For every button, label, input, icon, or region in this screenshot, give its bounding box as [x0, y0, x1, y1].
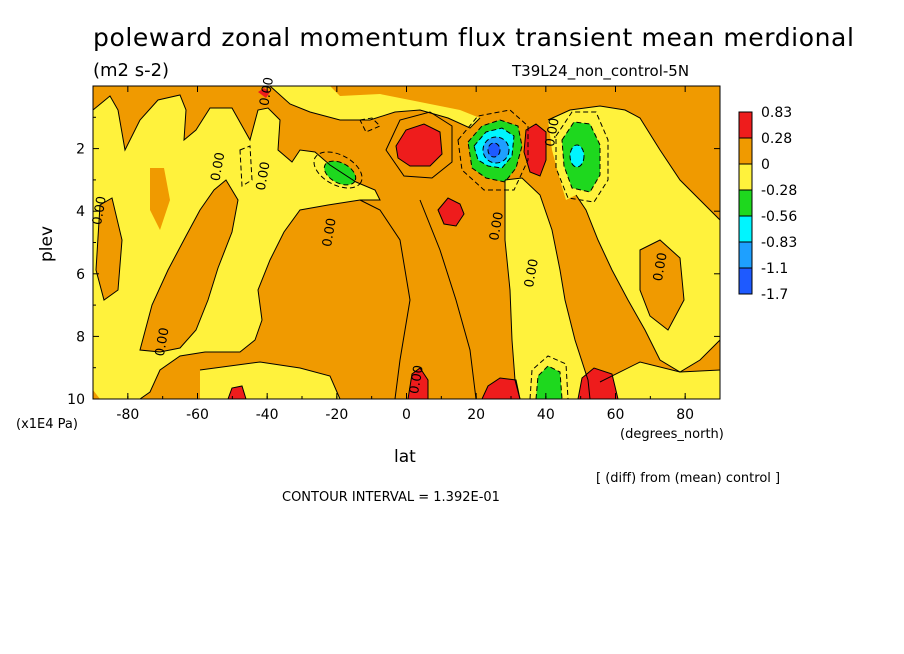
- contour-value-label: 0.00: [257, 76, 277, 107]
- neg-min-west: [324, 161, 356, 185]
- x-axis: -80 -60 -40 -20 0 20 40 60 80: [92, 86, 721, 423]
- x-tick-label: -20: [325, 407, 348, 423]
- yellow-strip-central: [505, 178, 590, 399]
- contour-labels: 0.00 0.00 0.00 0.00 0.00 0.00 0.00 0.00 0.00 0.00…: [90, 76, 671, 395]
- orange-hole-east: [640, 240, 684, 330]
- pos-max-south-48S: [228, 386, 246, 399]
- colorbar-swatch: [738, 267, 753, 295]
- x-tick-label: 0: [402, 407, 411, 423]
- x-tick-label: 40: [537, 407, 555, 423]
- chart-title: poleward zonal momentum flux transient m…: [93, 23, 855, 52]
- x-tick-label: -80: [116, 407, 139, 423]
- pos-max-south-53N: [578, 368, 618, 399]
- yellow-region-northcentral: [270, 86, 480, 128]
- pos-max-36N: [524, 124, 546, 176]
- diff-note: [ (diff) from (mean) control ]: [596, 471, 780, 486]
- yellow-region-south-east: [600, 362, 720, 399]
- contour-value-label: 0.00: [543, 117, 563, 148]
- y-axis: 2 4 6 8 10: [67, 116, 720, 408]
- pos-max-south-6N: [408, 368, 428, 399]
- y-axis-label: plev: [37, 226, 57, 262]
- colorbar-label: 0.28: [761, 131, 792, 147]
- colorbar-swatch: [738, 189, 753, 217]
- y-tick-label: 4: [76, 204, 85, 220]
- contour-lines: [93, 86, 720, 399]
- colorbar-label: -0.83: [761, 235, 797, 251]
- contour-value-label: 0.00: [522, 258, 542, 289]
- pos-max-south-28N: [482, 378, 520, 399]
- y-tick-label: 2: [76, 142, 85, 158]
- colorbar-swatch: [738, 137, 753, 165]
- pos-max-12N: [438, 198, 464, 226]
- y-tick-label: 10: [67, 392, 85, 408]
- orange-hole-west-3: [150, 168, 170, 230]
- contour-value-label: 0.00: [407, 364, 427, 395]
- contour-value-label: 0.00: [320, 217, 340, 248]
- colorbar-label: -0.28: [761, 183, 797, 199]
- contour-value-label: 0.00: [90, 195, 110, 226]
- colorbar-label: -1.7: [761, 287, 788, 303]
- contour-interval: CONTOUR INTERVAL = 1.392E-01: [282, 490, 500, 505]
- x-tick-label: -60: [186, 407, 209, 423]
- colorbar-label: 0: [761, 157, 770, 173]
- colorbar-label: -0.56: [761, 209, 797, 225]
- neg-min-north-core: [488, 143, 500, 157]
- y-units-label: (x1E4 Pa): [16, 417, 78, 432]
- colorbar-label: 0.83: [761, 105, 792, 121]
- contour-value-label: 0.00: [209, 151, 229, 182]
- pos-max-equator: [396, 124, 442, 166]
- colorbar-swatch: [738, 241, 753, 269]
- x-tick-label: 80: [676, 407, 694, 423]
- x-axis-label: lat: [394, 447, 416, 467]
- colorbar-label: -1.1: [761, 261, 788, 277]
- colorbar: 0.83 0.28 0 -0.28 -0.56 -0.83 -1.1 -1.7: [738, 105, 797, 303]
- x-tick-label: -40: [256, 407, 279, 423]
- contour-value-label: 0.00: [254, 161, 274, 192]
- orange-hole-west-1: [140, 180, 238, 352]
- x-units-label: (degrees_north): [620, 427, 724, 442]
- colorbar-swatch: [738, 111, 753, 139]
- colorbar-swatch: [738, 163, 753, 191]
- contour-value-label: 0.00: [651, 251, 671, 282]
- neg-min-east-cyan: [570, 145, 584, 167]
- neg-min-south: [536, 366, 562, 399]
- negative-contour-lines: [239, 109, 609, 399]
- x-tick-label: 20: [467, 407, 485, 423]
- contour-value-label: 0.00: [487, 211, 507, 242]
- y-tick-label: 8: [76, 329, 85, 345]
- contour-value-label: 0.00: [153, 326, 173, 357]
- chart-units: (m2 s-2): [93, 60, 169, 81]
- colorbar-swatch: [738, 215, 753, 243]
- y-tick-label: 6: [76, 267, 85, 283]
- orange-hole-west-2: [96, 198, 122, 300]
- chart-subtitle: T39L24_non_control-5N: [511, 62, 689, 81]
- contour-field: [93, 86, 720, 399]
- x-tick-label: 60: [607, 407, 625, 423]
